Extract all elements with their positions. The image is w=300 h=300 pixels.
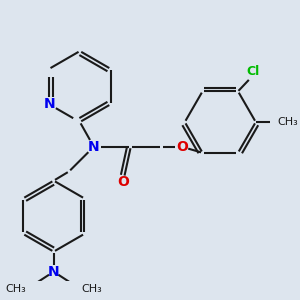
Text: N: N — [48, 265, 59, 279]
Text: CH₃: CH₃ — [278, 117, 298, 127]
Text: CH₃: CH₃ — [5, 284, 26, 294]
Text: CH₃: CH₃ — [81, 284, 102, 294]
Text: N: N — [44, 97, 55, 111]
Text: O: O — [176, 140, 188, 154]
Text: Cl: Cl — [247, 65, 260, 78]
Text: O: O — [117, 175, 129, 189]
Text: N: N — [88, 140, 100, 154]
